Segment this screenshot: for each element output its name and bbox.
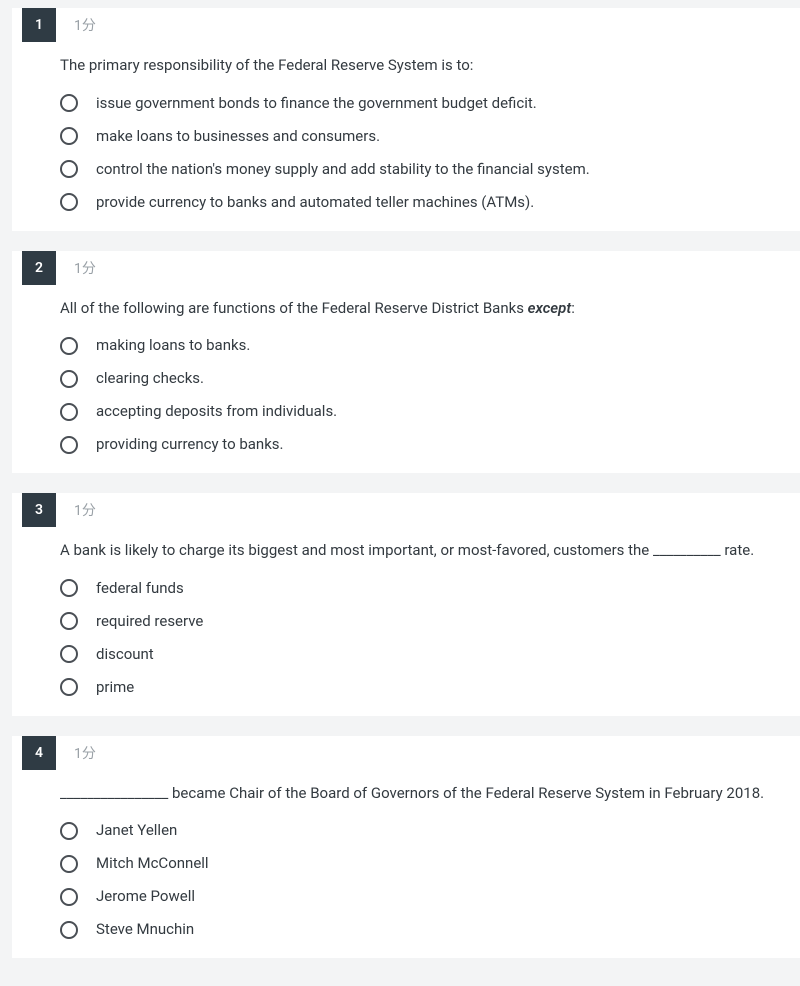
radio-icon[interactable] <box>60 436 78 454</box>
radio-icon[interactable] <box>60 127 78 145</box>
question-block: 1 1分 The primary responsibility of the Fed… <box>12 8 800 231</box>
option-row[interactable]: discount <box>60 638 780 671</box>
radio-icon[interactable] <box>60 337 78 355</box>
option-text: accepting deposits from individuals. <box>96 401 337 422</box>
question-points: 1分 <box>74 258 96 278</box>
options-list: Janet Yellen Mitch McConnell Jerome Powell… <box>12 814 800 946</box>
radio-icon[interactable] <box>60 678 78 696</box>
option-text: Mitch McConnell <box>96 853 209 874</box>
option-row[interactable]: clearing checks. <box>60 362 780 395</box>
question-block: 3 1分 A bank is likely to charge its bigges… <box>12 493 800 716</box>
option-text: provide currency to banks and automated … <box>96 192 534 213</box>
radio-icon[interactable] <box>60 403 78 421</box>
question-header: 2 1分 <box>12 251 800 285</box>
question-number: 4 <box>22 736 56 770</box>
question-stem: The primary responsibility of the Federa… <box>12 42 800 87</box>
option-row[interactable]: make loans to businesses and consumers. <box>60 120 780 153</box>
question-stem: ________________ became Chair of the Boa… <box>12 770 800 815</box>
option-text: prime <box>96 677 134 698</box>
option-text: control the nation's money supply and ad… <box>96 159 590 180</box>
option-text: required reserve <box>96 611 203 632</box>
option-row[interactable]: Janet Yellen <box>60 814 780 847</box>
question-stem: All of the following are functions of th… <box>12 285 800 330</box>
question-header: 1 1分 <box>12 8 800 42</box>
option-text: issue government bonds to finance the go… <box>96 93 537 114</box>
radio-icon[interactable] <box>60 579 78 597</box>
question-block: 4 1分 ________________ became Chair of the … <box>12 736 800 959</box>
question-stem: A bank is likely to charge its biggest a… <box>12 527 800 572</box>
radio-icon[interactable] <box>60 94 78 112</box>
option-row[interactable]: federal funds <box>60 572 780 605</box>
question-header: 3 1分 <box>12 493 800 527</box>
option-text: providing currency to banks. <box>96 434 284 455</box>
option-row[interactable]: providing currency to banks. <box>60 428 780 461</box>
option-row[interactable]: issue government bonds to finance the go… <box>60 87 780 120</box>
question-points: 1分 <box>74 743 96 763</box>
radio-icon[interactable] <box>60 160 78 178</box>
radio-icon[interactable] <box>60 822 78 840</box>
radio-icon[interactable] <box>60 612 78 630</box>
question-number: 3 <box>22 493 56 527</box>
question-block: 2 1分 All of the following are functions of… <box>12 251 800 474</box>
option-text: Steve Mnuchin <box>96 919 194 940</box>
radio-icon[interactable] <box>60 921 78 939</box>
option-row[interactable]: making loans to banks. <box>60 329 780 362</box>
quiz-container: 1 1分 The primary responsibility of the Fed… <box>0 0 800 986</box>
option-row[interactable]: Mitch McConnell <box>60 847 780 880</box>
radio-icon[interactable] <box>60 888 78 906</box>
option-text: make loans to businesses and consumers. <box>96 126 380 147</box>
radio-icon[interactable] <box>60 855 78 873</box>
options-list: making loans to banks. clearing checks. ac… <box>12 329 800 461</box>
option-row[interactable]: prime <box>60 671 780 704</box>
question-points: 1分 <box>74 15 96 35</box>
options-list: issue government bonds to finance the go… <box>12 87 800 219</box>
radio-icon[interactable] <box>60 370 78 388</box>
question-header: 4 1分 <box>12 736 800 770</box>
radio-icon[interactable] <box>60 645 78 663</box>
question-points: 1分 <box>74 500 96 520</box>
option-row[interactable]: accepting deposits from individuals. <box>60 395 780 428</box>
option-row[interactable]: Steve Mnuchin <box>60 913 780 946</box>
option-text: discount <box>96 644 154 665</box>
option-row[interactable]: control the nation's money supply and ad… <box>60 153 780 186</box>
radio-icon[interactable] <box>60 193 78 211</box>
option-text: clearing checks. <box>96 368 204 389</box>
option-text: making loans to banks. <box>96 335 250 356</box>
question-number: 2 <box>22 251 56 285</box>
option-row[interactable]: provide currency to banks and automated … <box>60 186 780 219</box>
options-list: federal funds required reserve discount pri… <box>12 572 800 704</box>
option-text: federal funds <box>96 578 184 599</box>
option-text: Janet Yellen <box>96 820 177 841</box>
option-row[interactable]: Jerome Powell <box>60 880 780 913</box>
question-number: 1 <box>22 8 56 42</box>
option-row[interactable]: required reserve <box>60 605 780 638</box>
